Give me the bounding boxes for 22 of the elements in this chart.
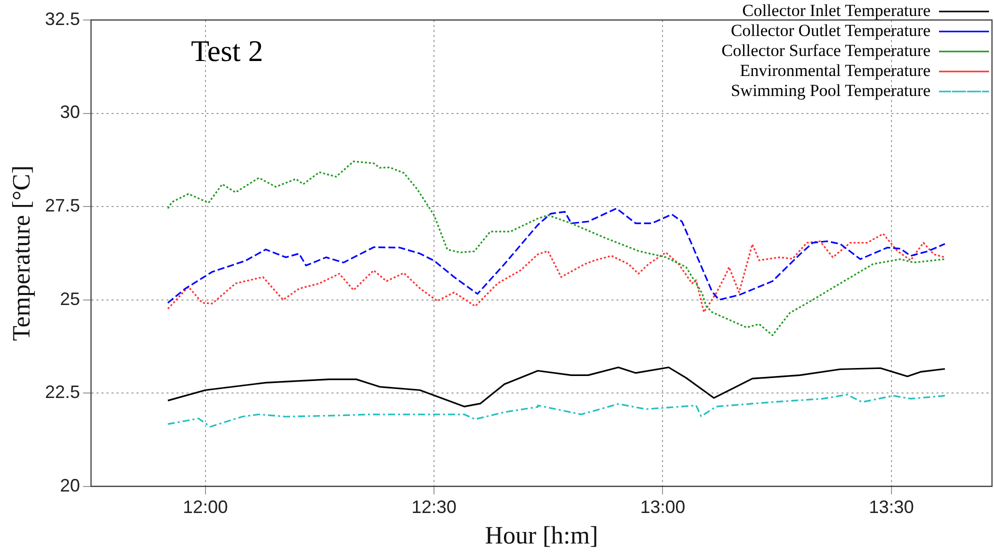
x-axis-title: Hour [h:m]	[484, 522, 598, 550]
line-series	[167, 208, 946, 304]
line-series	[167, 394, 946, 428]
y-axis-title: Temperature [°C]	[8, 165, 36, 341]
x-tick-label: 12:30	[412, 497, 457, 518]
y-tick-label: 30	[60, 102, 80, 122]
y-tick-label: 20	[60, 475, 80, 496]
line-series	[167, 160, 946, 336]
y-tick-label: 22.5	[44, 382, 80, 402]
legend-label: Collector Outlet Temperature	[730, 20, 930, 40]
legend-label: Environmental Temperature	[740, 60, 930, 80]
x-tick-label: 12:00	[182, 497, 228, 518]
x-tick-label: 13:00	[640, 497, 686, 518]
legend-label: Collector Surface Temperature	[721, 40, 930, 60]
text: Test 2	[191, 34, 264, 68]
legend-label: Swimming Pool Temperature	[730, 80, 930, 100]
x-tick-label: 13:30	[868, 497, 914, 518]
y-tick-label: 32.5	[44, 8, 80, 29]
line-series	[167, 233, 946, 313]
y-tick-label: 25	[60, 288, 80, 309]
legend-label: Collector Inlet Temperature	[742, 0, 930, 20]
y-tick-label: 27.5	[44, 196, 80, 216]
